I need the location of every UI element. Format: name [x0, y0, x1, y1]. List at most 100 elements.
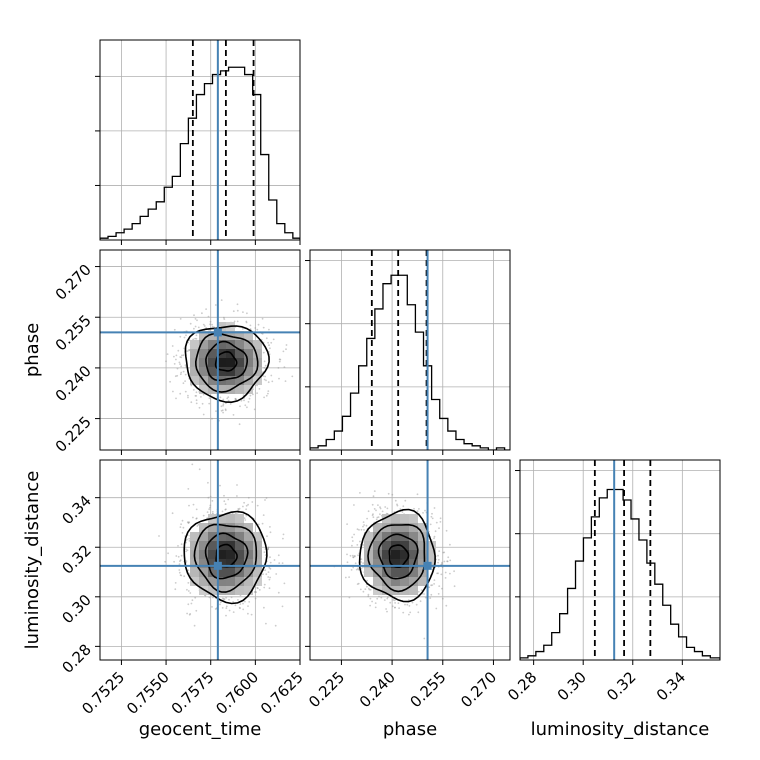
- sample-point: [447, 556, 450, 559]
- sample-point: [208, 397, 211, 400]
- sample-point: [387, 492, 390, 495]
- density-cell: [253, 577, 262, 586]
- density-cell: [391, 577, 400, 586]
- sample-point: [194, 596, 197, 599]
- sample-point: [392, 599, 395, 601]
- sample-point: [263, 396, 265, 399]
- sample-point: [178, 361, 181, 364]
- sample-point: [356, 528, 359, 531]
- density-cell: [253, 349, 262, 358]
- density-cell: [382, 532, 391, 541]
- sample-point: [267, 392, 269, 395]
- sample-point: [247, 401, 250, 403]
- density-cell: [190, 577, 199, 586]
- sample-point: [192, 503, 195, 506]
- sample-point: [227, 399, 230, 402]
- sample-point: [185, 548, 187, 551]
- sample-point: [269, 531, 272, 534]
- density-cell: [199, 367, 208, 376]
- tick-label-y-phase-3: 0.270: [52, 261, 95, 304]
- sample-point: [173, 355, 175, 358]
- density-cell: [409, 586, 418, 595]
- density-cell: [208, 358, 217, 367]
- sample-point: [444, 577, 447, 579]
- contour-level-3: [358, 508, 436, 603]
- sample-point: [441, 597, 444, 600]
- density-cell: [253, 568, 262, 577]
- sample-point: [200, 396, 202, 398]
- sample-point: [201, 312, 203, 315]
- x-axis-label-phase: phase: [383, 719, 437, 740]
- sample-point: [366, 517, 368, 520]
- sample-point: [185, 334, 187, 337]
- sample-point: [176, 367, 179, 370]
- sample-point: [225, 614, 227, 617]
- sample-point: [220, 299, 223, 301]
- sample-point: [229, 403, 232, 405]
- sample-point: [430, 584, 432, 587]
- sample-point: [243, 517, 246, 520]
- tick-label-x-geocent-time-0: 0.7525: [78, 668, 128, 718]
- sample-point: [380, 596, 383, 599]
- density-cell: [418, 550, 427, 559]
- sample-point: [411, 601, 414, 604]
- sample-point: [271, 380, 274, 383]
- sample-point: [223, 318, 226, 320]
- panel-frame: [99, 249, 301, 451]
- sample-point: [277, 367, 280, 369]
- sample-point: [352, 566, 355, 569]
- sample-point: [367, 593, 370, 596]
- sample-point: [386, 507, 389, 510]
- sample-point: [360, 561, 362, 563]
- sample-point: [278, 360, 281, 363]
- sample-point: [251, 501, 254, 503]
- sample-point: [179, 559, 182, 562]
- density-cell: [217, 340, 226, 349]
- density-cell: [373, 568, 382, 577]
- sample-point: [185, 560, 188, 563]
- sample-point: [222, 598, 225, 600]
- sample-point: [435, 607, 438, 610]
- sample-point: [247, 496, 250, 499]
- sample-point: [367, 587, 370, 590]
- sample-point: [433, 579, 436, 581]
- sample-point: [394, 499, 397, 502]
- sample-point: [393, 599, 396, 602]
- sample-point: [394, 606, 396, 609]
- sample-point: [378, 595, 380, 598]
- sample-point: [386, 597, 389, 600]
- density-cell: [217, 550, 226, 559]
- sample-point: [245, 504, 248, 507]
- sample-point: [402, 611, 405, 614]
- density-cell: [217, 385, 226, 394]
- histogram-step-geocent-time: [100, 66, 300, 240]
- sample-point: [192, 516, 194, 519]
- sample-point: [233, 320, 236, 323]
- sample-point: [391, 605, 394, 608]
- density-cell: [382, 523, 391, 532]
- density-cell: [199, 523, 208, 532]
- sample-point: [179, 318, 182, 320]
- sample-point: [249, 394, 252, 397]
- sample-point: [424, 509, 426, 512]
- sample-point: [257, 323, 260, 326]
- sample-point: [375, 518, 378, 521]
- density-cell: [400, 577, 409, 586]
- sample-point: [208, 402, 211, 405]
- sample-point: [171, 345, 174, 347]
- sample-point: [181, 532, 184, 534]
- density-cell: [208, 349, 217, 358]
- density-cell: [409, 532, 418, 541]
- sample-point: [275, 573, 278, 575]
- sample-point: [174, 582, 177, 584]
- density-cell: [244, 568, 253, 577]
- sample-point: [441, 561, 443, 564]
- sample-point: [245, 514, 248, 517]
- sample-point: [193, 327, 195, 330]
- sample-point: [237, 509, 240, 511]
- sample-point: [439, 521, 442, 523]
- sample-point: [406, 603, 409, 606]
- sample-point: [268, 578, 271, 581]
- sample-point: [178, 563, 181, 565]
- density-cell: [217, 577, 226, 586]
